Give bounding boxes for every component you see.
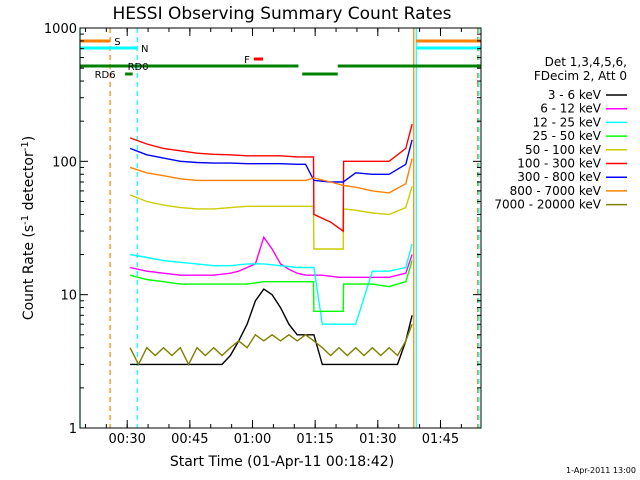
y-tick-label: 10 [60,289,77,304]
flag-label: S [114,37,120,48]
footer-date: 1-Apr-2011 13:00 [566,466,636,475]
x-axis-label: Start Time (01-Apr-11 00:18:42) [170,454,394,470]
y-axis: 1 10 100 1000 [44,22,481,437]
flag-label: F [244,55,250,66]
y-tick-label: 100 [52,155,77,170]
x-tick-label: 01:15 [296,432,333,447]
legend-label: 100 - 300 keV [517,157,601,171]
flag-label: RD6 [95,70,116,81]
y-axis-label-part: ) [21,136,37,141]
series-line [129,260,413,312]
series-line [129,139,413,183]
legend-label: 12 - 25 keV [533,115,602,129]
y-axis-label-superscript: -1 [20,141,31,151]
flag-label: RD0 [128,62,149,73]
legend-label: 6 - 12 keV [540,102,602,116]
y-axis-label-part: detector [21,151,37,215]
series-line [129,186,413,250]
legend-label: 25 - 50 keV [533,129,602,143]
series-line [129,323,413,366]
y-axis-label-superscript: -1 [20,215,31,225]
legend-label: 300 - 800 keV [517,170,601,184]
x-tick-label: 00:45 [171,432,208,447]
legend-label: 3 - 6 keV [548,88,602,102]
x-axis: 00:30 00:45 01:00 01:15 01:30 01:45 [84,28,462,447]
series-line [129,235,413,278]
series-line [129,124,413,233]
legend-label: 50 - 100 keV [525,143,602,157]
series-line [129,243,413,325]
series-line [129,158,413,194]
chart-title: HESSI Observing Summary Count Rates [112,4,451,24]
plot-area: S N F RD0 RD6 [79,28,481,428]
legend: Det 1,3,4,5,6, FDecim 2, Att 0 3 - 6 keV… [494,55,627,212]
series-line [130,288,413,366]
legend-header-line: FDecim 2, Att 0 [534,69,627,83]
flag-label: N [141,44,148,55]
y-axis-label: Count Rate (s-1 detector-1) [20,136,37,320]
x-tick-label: 00:30 [108,432,145,447]
legend-label: 800 - 7000 keV [510,184,602,198]
x-tick-label: 01:45 [422,432,459,447]
x-tick-label: 01:30 [359,432,396,447]
y-tick-label: 1 [69,422,77,437]
y-axis-label-part: Count Rate (s [21,225,37,320]
y-tick-label: 1000 [44,22,77,37]
plot-frame [79,27,482,429]
legend-header-line: Det 1,3,4,5,6, [545,55,627,69]
legend-label: 7000 - 20000 keV [494,198,601,212]
x-tick-label: 01:00 [234,432,271,447]
